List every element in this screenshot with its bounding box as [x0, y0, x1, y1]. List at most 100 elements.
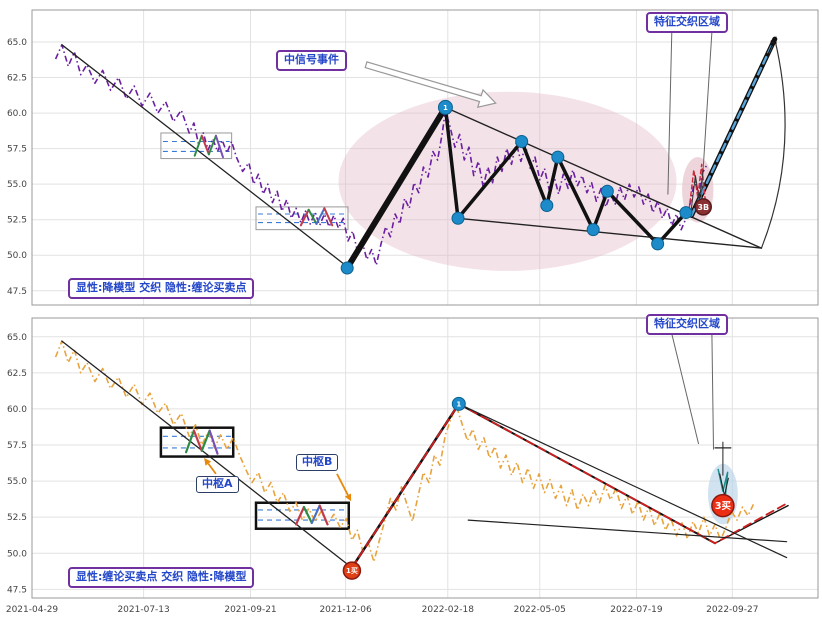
- mini-zigzag-segment: [310, 504, 321, 525]
- mini-zigzag-segment: [294, 505, 306, 526]
- annotation-arrow-line: [336, 473, 349, 496]
- y-tick-label: 52.5: [7, 513, 27, 523]
- mini-zigzag-segment: [184, 429, 196, 454]
- mini-zigzag-segment: [323, 207, 334, 227]
- bottom-panel: 47.5 50.0 52.5 55.0 57.5 60.0 62.5 65.0 1 1买 3买: [7, 317, 819, 599]
- red-dashed-path: [351, 403, 789, 569]
- curve-line: [760, 39, 786, 249]
- signal-arrow: [364, 61, 497, 109]
- wedge-upper-line: [444, 106, 763, 249]
- wedge-lower-line: [457, 217, 763, 249]
- y-tick-label: 62.5: [7, 74, 27, 84]
- pivot-box: [159, 426, 235, 458]
- x-tick-label: 2021-12-06: [319, 605, 372, 615]
- pivot-dot: [340, 261, 354, 275]
- pivot-box: [255, 206, 349, 231]
- annotation-arrow-line: [207, 463, 217, 475]
- annotation-arrow-line: [767, 42, 774, 56]
- pivot-dot: [586, 223, 600, 237]
- annotation-arrow-head: [204, 458, 212, 466]
- mini-zigzag-segment: [318, 504, 329, 526]
- annotation-arrow-head: [344, 493, 352, 502]
- trend-decline-line: [61, 340, 353, 569]
- x-tick-label: 2022-02-18: [422, 605, 475, 615]
- mini-zigzag-segment: [214, 134, 224, 159]
- feature-region-label-top: 特征交织区域: [646, 12, 728, 33]
- y-tick-label: 60.0: [7, 109, 27, 119]
- x-tick-label: 2022-07-19: [610, 605, 663, 615]
- y-tick-label: 47.5: [7, 585, 27, 595]
- x-tick-label: 2022-05-05: [514, 605, 566, 615]
- mini-zigzag-segment: [207, 134, 217, 156]
- pivot-dot: [551, 150, 565, 164]
- pivot-a-label: 中枢A: [196, 476, 239, 493]
- y-tick-label: 55.0: [7, 477, 27, 487]
- buy-point-badge-label: 3B: [697, 203, 709, 212]
- mini-zigzag-segment: [193, 134, 203, 157]
- y-tick-label: 60.0: [7, 405, 27, 415]
- buy-point-badge-label: 3买: [715, 501, 732, 512]
- pivot-dot-label: 1: [456, 400, 461, 408]
- pivot-dot: [437, 99, 453, 115]
- x-tick-label: 2022-09-27: [706, 605, 758, 615]
- y-tick-label: 50.0: [7, 549, 27, 559]
- buy-point-badge-label: 1买: [346, 567, 358, 575]
- pivot-dot: [540, 198, 554, 212]
- mini-zigzag-segment: [302, 505, 313, 525]
- pivot-b-label: 中枢B: [296, 454, 339, 471]
- pivot-dot: [515, 135, 529, 149]
- mini-zigzag-segment: [299, 208, 310, 227]
- x-tick-label: 2021-04-29: [6, 605, 59, 615]
- signal-event-label: 中信号事件: [276, 50, 347, 71]
- top-panel: 47.5 50.0 52.5 55.0 57.5 60.0 62.5 65.0 1 3B: [7, 9, 819, 306]
- pivot-box: [160, 132, 233, 160]
- y-tick-label: 57.5: [7, 441, 27, 451]
- mini-zigzag-segment: [200, 134, 210, 156]
- price-line: [54, 340, 755, 563]
- pivot-dot: [679, 206, 693, 220]
- leader-line: [711, 333, 714, 450]
- mini-zigzag-segment: [315, 207, 326, 225]
- y-tick-label: 65.0: [7, 38, 27, 48]
- steep-line-dash: [690, 37, 776, 217]
- pivot-dot: [600, 184, 614, 198]
- model-caption-top: 显性:降模型 交织 隐性:缠论买卖点: [68, 278, 255, 299]
- y-tick-label: 50.0: [7, 251, 27, 261]
- plot-background: [32, 10, 818, 305]
- pivot-dot: [451, 396, 466, 411]
- leader-line: [671, 333, 699, 445]
- feature-red-zigzag: [688, 163, 707, 211]
- highlight-ellipse: [338, 91, 677, 271]
- trend-decline-line: [61, 44, 348, 268]
- pivot-dot: [651, 237, 665, 251]
- y-tick-label: 55.0: [7, 180, 27, 190]
- x-tick-label: 2021-09-21: [224, 605, 276, 615]
- plot-frame: [31, 9, 819, 306]
- mini-zigzag-segment: [200, 429, 211, 452]
- thick-rise-segment: [344, 104, 449, 271]
- pivot-dot-label: 1: [443, 104, 448, 112]
- feature-region-label-bottom: 特征交织区域: [646, 314, 728, 335]
- mini-zigzag-segment: [192, 429, 203, 452]
- mini-zigzag-segment: [307, 208, 318, 225]
- plot-background: [32, 318, 818, 598]
- wedge-upper-line: [458, 403, 788, 559]
- y-tick-label: 62.5: [7, 369, 27, 379]
- y-tick-label: 47.5: [7, 287, 27, 297]
- buy-point-badge: [711, 493, 735, 518]
- plot-frame: [31, 317, 819, 599]
- buy-point-badge: [694, 198, 712, 216]
- x-tick-label: 2021-07-13: [117, 605, 169, 615]
- y-tick-label: 52.5: [7, 216, 27, 226]
- annotation-arrow-head: [770, 36, 777, 45]
- leader-line: [667, 31, 673, 195]
- wedge-lower-line: [467, 519, 788, 543]
- y-tick-label: 65.0: [7, 333, 27, 343]
- model-caption-bottom: 显性:缠论买卖点 交织 隐性:降模型: [68, 567, 255, 588]
- price-line: [54, 44, 708, 266]
- feature-black-zigzag: [690, 169, 704, 215]
- buy-point-badge: [342, 561, 362, 580]
- pivot-dot: [451, 211, 465, 225]
